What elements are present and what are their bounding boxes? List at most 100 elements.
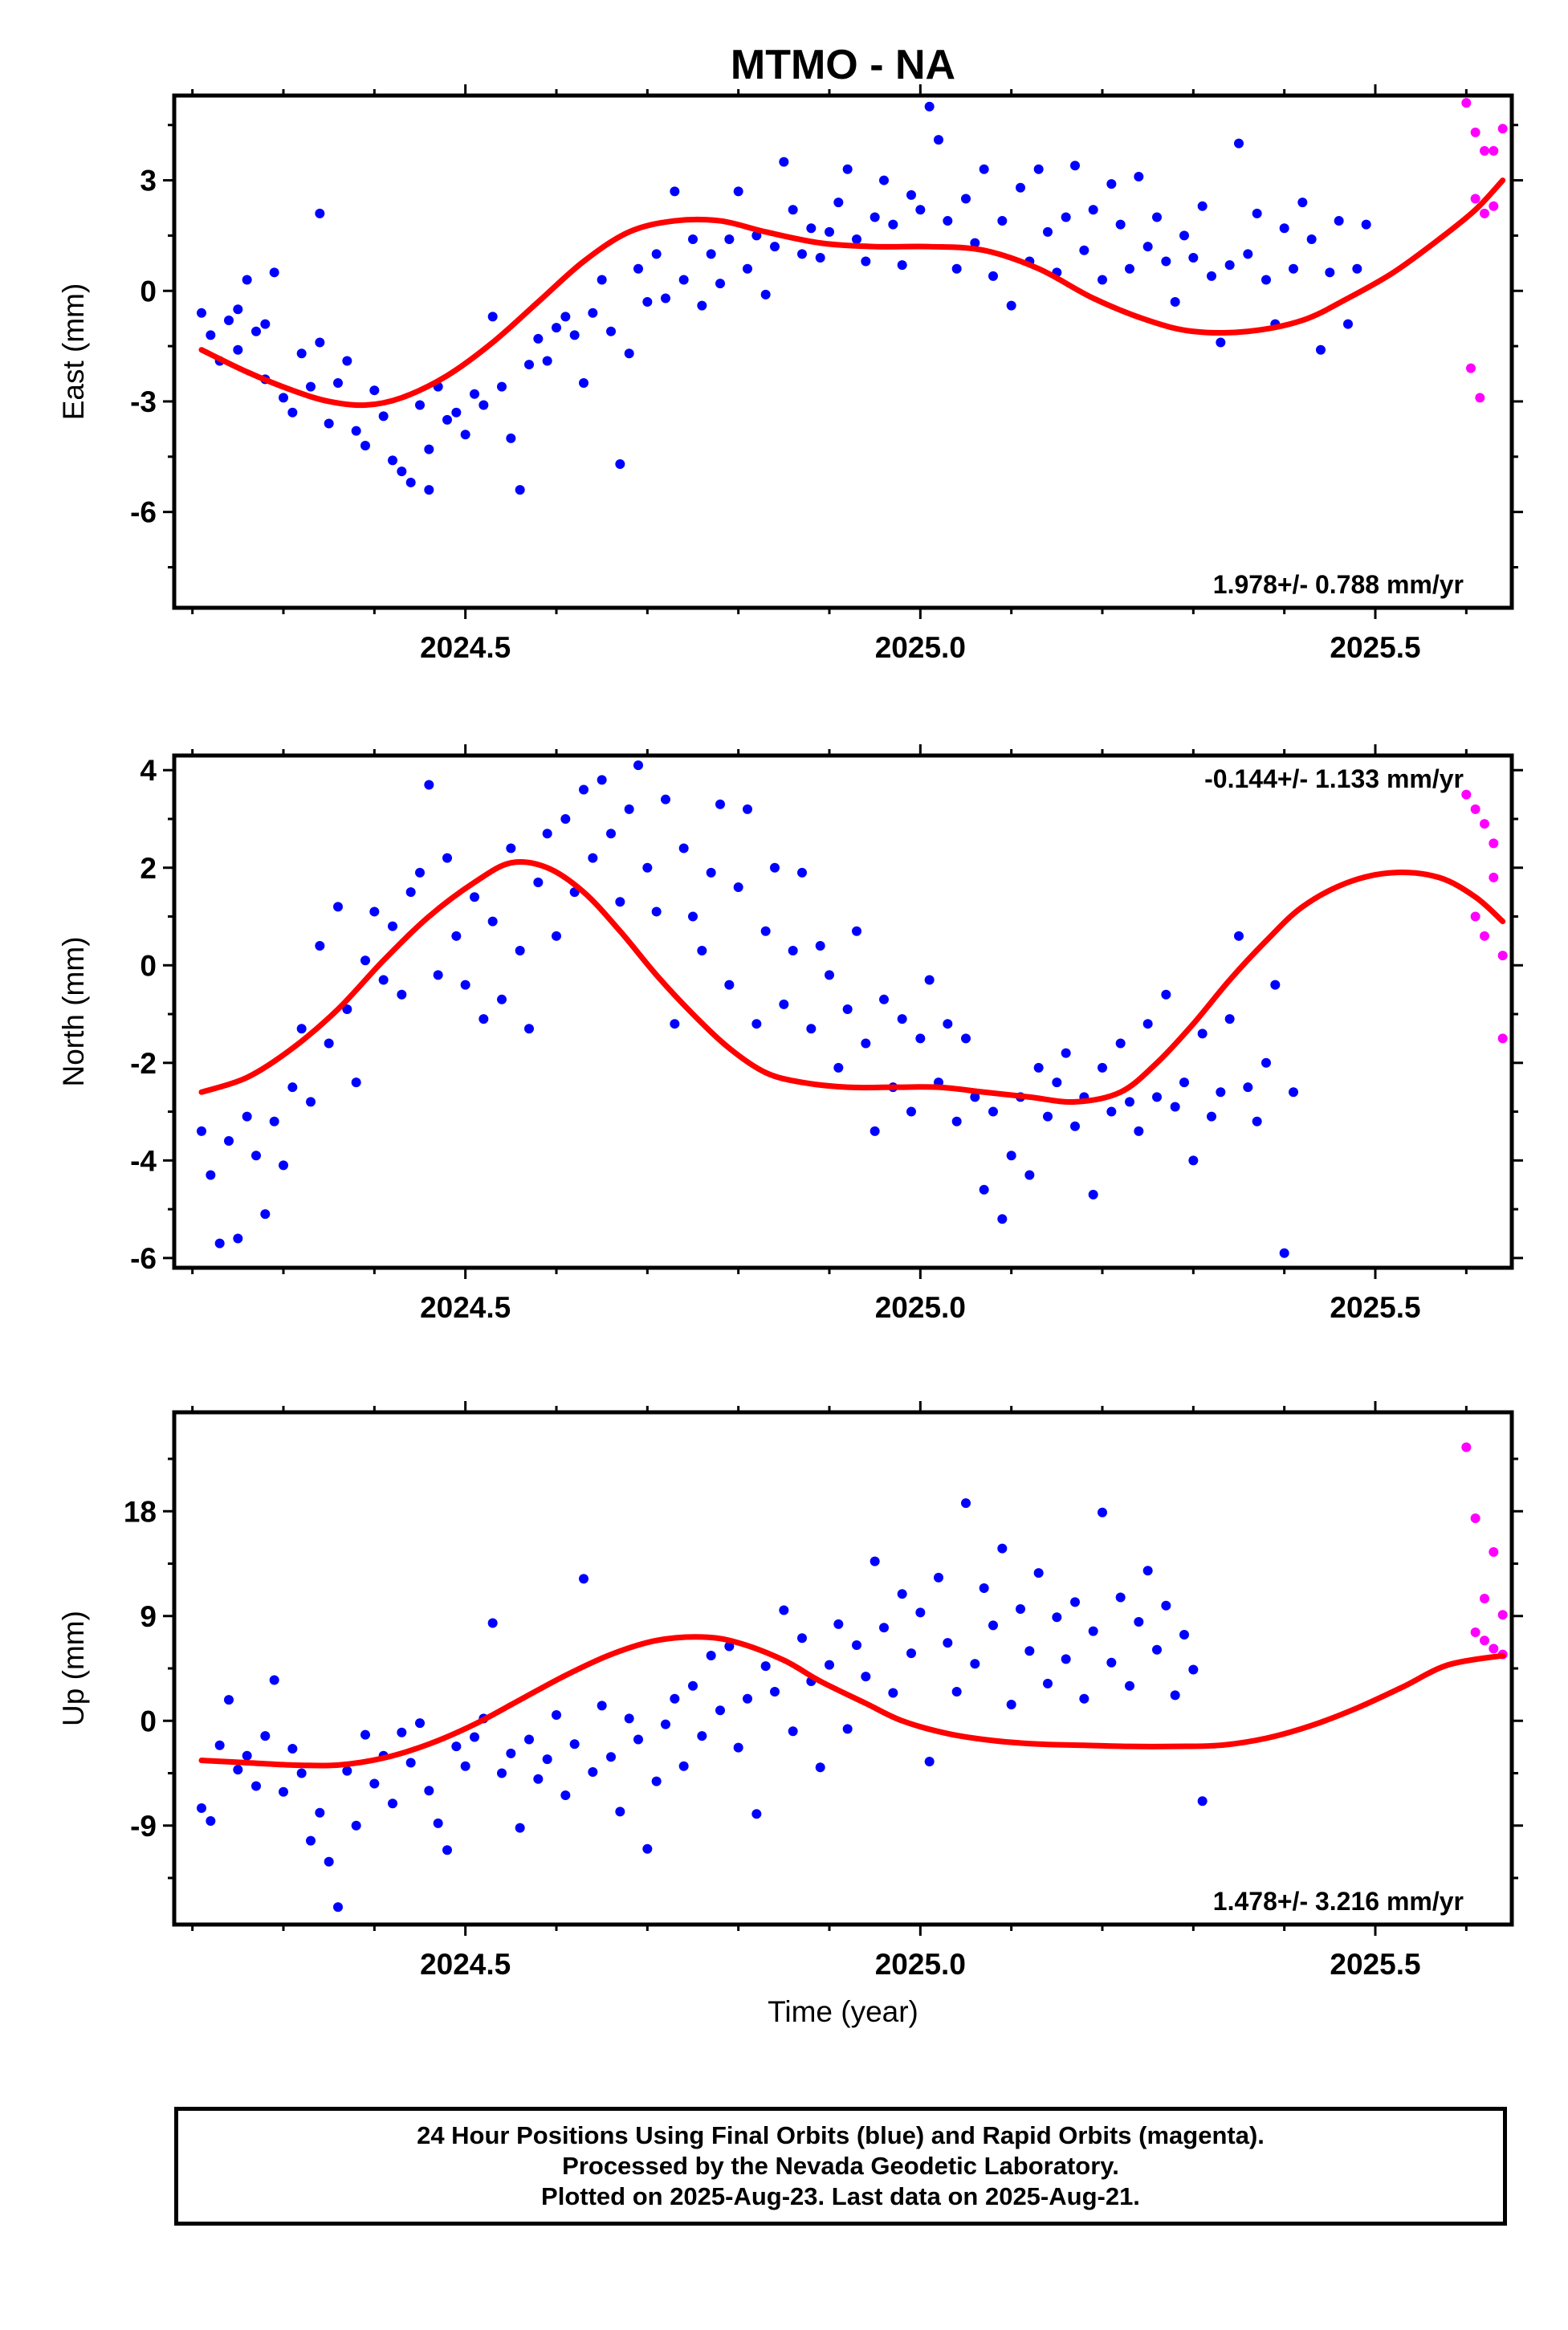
final-orbit-point [951, 1116, 962, 1126]
final-orbit-point [415, 1718, 425, 1729]
final-orbit-point [715, 279, 725, 289]
final-orbit-point [651, 249, 662, 259]
final-orbit-point [460, 430, 470, 440]
rapid-orbit-point [1480, 819, 1489, 829]
rapid-orbit-point [1470, 1513, 1480, 1523]
rapid-orbit-point [1480, 208, 1489, 218]
final-orbit-point [1170, 1690, 1180, 1701]
y-tick-label: -3 [130, 385, 157, 418]
final-orbit-point [779, 157, 789, 167]
final-orbit-point [870, 1126, 880, 1136]
east-model-curve [198, 177, 1506, 409]
final-orbit-point [870, 1556, 880, 1566]
final-orbit-point [206, 1815, 216, 1826]
rapid-orbit-point [1475, 393, 1485, 403]
final-orbit-point [324, 1856, 334, 1867]
final-orbit-point [760, 289, 771, 299]
final-orbit-point [1006, 1151, 1016, 1161]
final-orbit-point [1134, 1617, 1144, 1627]
final-orbit-point [579, 784, 589, 795]
final-orbit-point [360, 1729, 370, 1740]
final-orbit-point [624, 348, 634, 359]
final-orbit-point [360, 955, 370, 966]
final-orbit-point [1070, 1121, 1080, 1131]
final-orbit-point [615, 1807, 625, 1817]
x-tick-label: 2025.5 [1330, 631, 1420, 664]
y-tick-label: -9 [130, 1810, 157, 1843]
final-orbit-point [760, 926, 771, 936]
final-orbit-point [697, 946, 707, 956]
final-orbit-point [897, 1014, 907, 1024]
final-orbit-point [315, 1807, 325, 1818]
final-orbit-point [515, 485, 525, 495]
final-orbit-point [779, 999, 789, 1009]
final-orbit-point [552, 1710, 561, 1720]
final-orbit-point [260, 1209, 271, 1220]
final-orbit-point [897, 1589, 907, 1599]
final-orbit-point [970, 1659, 980, 1669]
final-orbit-point [460, 1761, 470, 1771]
final-orbit-point [979, 1184, 989, 1195]
final-orbit-point [451, 931, 462, 941]
final-orbit-point [1289, 1087, 1298, 1098]
final-orbit-point [1016, 1604, 1025, 1615]
y-tick-label: 3 [140, 165, 157, 198]
final-orbit-point [688, 1680, 698, 1691]
final-orbit-point [197, 1803, 206, 1813]
final-orbit-point [852, 1640, 861, 1650]
final-orbit-point [560, 1790, 571, 1801]
final-orbit-point [569, 330, 580, 340]
final-orbit-point [405, 1758, 416, 1768]
final-orbit-point [670, 1019, 680, 1029]
final-orbit-point [560, 813, 571, 824]
final-orbit-point [342, 356, 352, 366]
final-orbit-point [779, 1605, 789, 1615]
final-orbit-point [1106, 1106, 1117, 1117]
final-orbit-point [1061, 1654, 1071, 1664]
final-orbit-point [415, 400, 425, 410]
final-orbit-point [661, 293, 670, 303]
final-orbit-point [943, 216, 953, 226]
final-orbit-point [1234, 138, 1244, 149]
final-orbit-point [1033, 1568, 1044, 1578]
final-orbit-point [296, 1024, 307, 1034]
north-axis-label: North (mm) [57, 936, 90, 1086]
final-orbit-point [633, 1734, 643, 1745]
final-orbit-point [524, 1734, 534, 1745]
final-orbit-point [1179, 230, 1189, 241]
y-tick-label: 0 [140, 949, 157, 982]
final-orbit-point [1279, 223, 1289, 234]
final-orbit-point [743, 804, 752, 814]
final-orbit-point [842, 164, 853, 174]
final-orbit-point [988, 1620, 998, 1631]
final-orbit-point [1161, 256, 1171, 267]
final-orbit-point [251, 1151, 261, 1161]
final-orbit-point [979, 1583, 989, 1593]
final-orbit-point [487, 916, 498, 927]
final-orbit-point [433, 970, 443, 980]
x-tick-label: 2024.5 [420, 631, 511, 664]
final-orbit-point [588, 308, 598, 318]
final-orbit-point [1115, 219, 1126, 230]
final-orbit-point [442, 414, 452, 425]
final-orbit-point [706, 1651, 716, 1661]
final-orbit-point [815, 252, 825, 263]
final-orbit-point [1207, 271, 1216, 281]
final-orbit-point [1125, 263, 1134, 274]
final-orbit-point [1115, 1038, 1126, 1049]
final-orbit-point [815, 1762, 825, 1773]
final-orbit-point [988, 1106, 998, 1117]
final-orbit-point [533, 877, 544, 887]
final-orbit-point [1188, 252, 1199, 263]
final-orbit-point [506, 843, 516, 853]
rapid-orbit-point [1497, 124, 1508, 134]
rapid-orbit-point [1497, 951, 1508, 961]
final-orbit-point [743, 1693, 752, 1704]
final-orbit-point [1270, 980, 1281, 990]
final-orbit-point [378, 975, 389, 985]
final-orbit-point [479, 1014, 489, 1024]
final-orbit-point [1052, 1612, 1062, 1623]
final-orbit-point [378, 411, 389, 422]
final-orbit-point [997, 216, 1008, 226]
final-orbit-point [888, 219, 898, 230]
